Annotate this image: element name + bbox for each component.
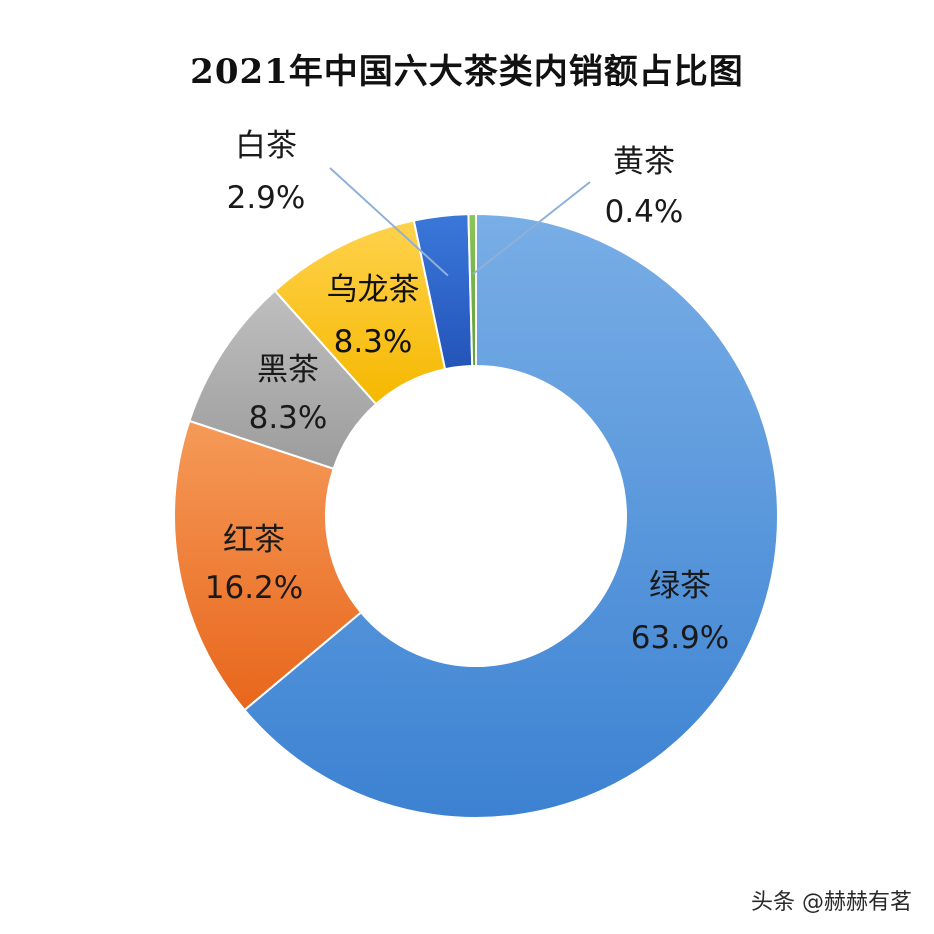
label-green-tea-percent: 63.9% [631,620,729,656]
label-white-tea-percent: 2.9% [227,180,306,216]
label-green-tea-name: 绿茶 [649,568,711,604]
label-yellow-tea-percent: 0.4% [605,194,684,230]
label-oolong-tea-percent: 8.3% [334,324,413,360]
leader-line-yellow-tea [472,181,591,275]
slice-green-tea [243,212,779,819]
label-white-tea-name: 白茶 [235,128,297,164]
label-red-tea-name: 红茶 [223,522,285,558]
slice-yellow-tea [467,212,477,368]
label-dark-tea-name: 黑茶 [257,352,319,388]
label-oolong-tea-name: 乌龙茶 [327,272,420,308]
chart-title: 2021年中国六大茶类内销额占比图 [190,52,744,92]
watermark-text: 头条 @赫赫有茗 [751,890,912,915]
leader-line-white-tea [329,167,449,277]
label-dark-tea-percent: 8.3% [249,400,328,436]
label-yellow-tea-name: 黄茶 [613,144,675,180]
slice-black-tea-hongcha [173,419,363,712]
label-red-tea-percent: 16.2% [205,570,303,606]
